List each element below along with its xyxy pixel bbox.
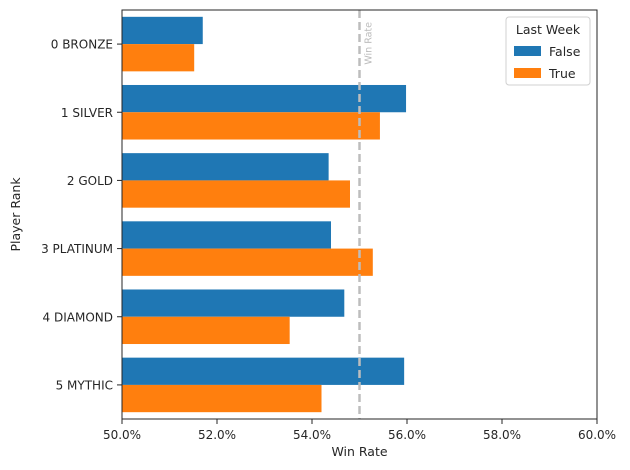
axes-layer: 50.0% 52.0% 54.0% 56.0% 58.0% 60.0% 0 BRONZE 1 …: [41, 9, 616, 442]
bar-1-silver-false: [122, 84, 407, 113]
y-tick-label: 3 PLATINUM: [41, 242, 113, 256]
bar-0-bronze-true: [122, 44, 195, 72]
legend-label-true: True: [548, 66, 576, 81]
bars-layer: [122, 16, 407, 413]
plot-frame: [121, 9, 598, 420]
bar-1-silver-true: [122, 112, 380, 140]
x-tick-label: 58.0%: [483, 428, 521, 442]
legend-title: Last Week: [516, 22, 581, 37]
bar-5-mythic-true: [122, 384, 322, 413]
x-tick-label: 50.0%: [103, 428, 141, 442]
x-tick-label: 56.0%: [388, 428, 426, 442]
y-tick-label: 5 MYTHIC: [56, 378, 113, 392]
y-tick-label: 4 DIAMOND: [43, 310, 113, 324]
y-tick-label: 2 GOLD: [67, 174, 113, 188]
legend-swatch-true: [514, 68, 541, 78]
reference-line-label: Win Rate: [364, 22, 375, 65]
bar-0-bronze-false: [122, 16, 203, 45]
y-axis-title: Player Rank: [8, 177, 23, 252]
x-tick-label: 52.0%: [198, 428, 236, 442]
y-tick-label: 0 BRONZE: [51, 38, 113, 52]
bar-3-platinum-false: [122, 221, 331, 249]
legend: Last Week False True: [505, 16, 591, 86]
x-axis-title: Win Rate: [331, 444, 387, 459]
reference-line-layer: Win Rate: [358, 10, 375, 419]
legend-label-false: False: [549, 44, 581, 59]
y-tick-label: 1 SILVER: [61, 106, 113, 120]
bar-3-platinum-true: [122, 248, 373, 276]
bar-2-gold-false: [122, 153, 329, 181]
bar-2-gold-true: [122, 180, 350, 208]
x-tick-label: 60.0%: [578, 428, 616, 442]
x-tick-label: 54.0%: [293, 428, 331, 442]
bar-4-diamond-true: [122, 316, 290, 345]
bar-5-mythic-false: [122, 357, 405, 385]
bar-4-diamond-false: [122, 289, 345, 317]
legend-swatch-false: [514, 46, 541, 56]
